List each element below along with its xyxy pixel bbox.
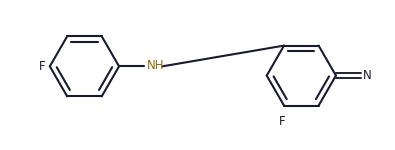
Text: F: F <box>278 115 285 128</box>
Text: NH: NH <box>147 59 165 72</box>
Text: F: F <box>39 60 45 73</box>
Text: N: N <box>363 69 372 82</box>
